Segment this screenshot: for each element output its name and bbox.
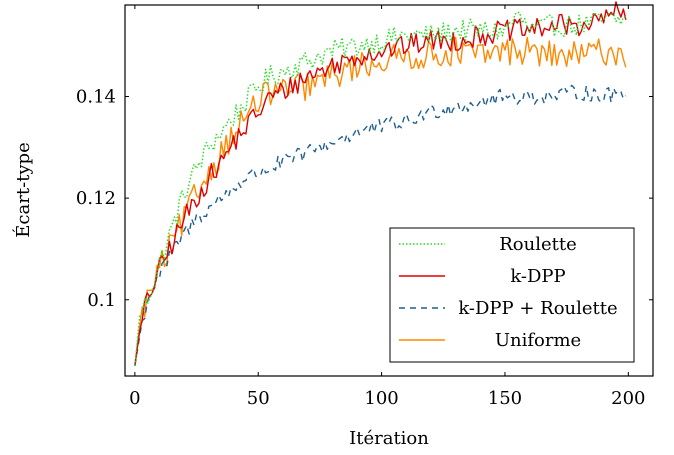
legend-label: k-DPP + Roulette [458, 298, 617, 319]
series-line [134, 84, 627, 366]
legend-items: Roulette k-DPP k-DPP + Roulette Uniforme [399, 234, 618, 351]
series-line [134, 1, 627, 366]
y-tick-label: 0.12 [76, 188, 116, 209]
x-tick-label: 50 [247, 388, 270, 409]
y-axis-label: Écart-type [11, 142, 34, 237]
x-tick-label: 150 [488, 388, 522, 409]
legend-label: k-DPP [510, 266, 565, 287]
x-tick-label: 0 [129, 388, 140, 409]
x-ticks: 0 50 100 150 200 [129, 5, 646, 409]
legend-label: Roulette [499, 234, 577, 255]
y-tick-label: 0.1 [87, 290, 116, 311]
x-tick-label: 200 [611, 388, 645, 409]
legend-label: Uniforme [495, 330, 581, 351]
x-tick-label: 100 [364, 388, 398, 409]
x-axis-label: Itération [349, 428, 429, 449]
y-tick-label: 0.14 [76, 86, 116, 107]
y-ticks: 0.1 0.12 0.14 [76, 86, 653, 311]
series-layer [134, 1, 627, 366]
legend: Roulette k-DPP k-DPP + Roulette Uniforme [389, 227, 635, 363]
series-line [134, 11, 626, 366]
plot-frame [124, 4, 654, 377]
